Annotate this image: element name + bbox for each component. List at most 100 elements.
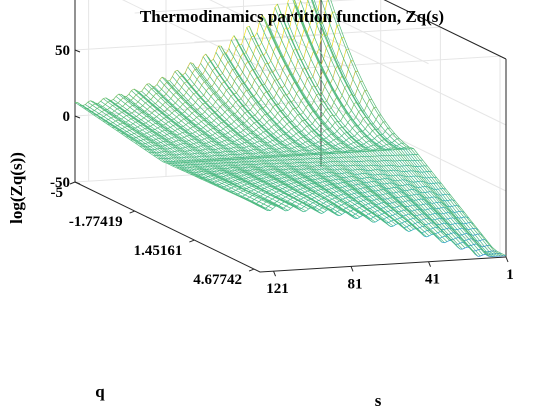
surface-mesh-line xyxy=(172,76,358,219)
surface-mesh-line xyxy=(190,62,376,223)
surface-mesh-segment xyxy=(243,146,247,149)
surface-mesh-segment xyxy=(199,103,203,108)
surface-mesh-segment xyxy=(302,191,306,194)
surface-mesh-segment xyxy=(451,232,454,234)
surface-mesh-segment xyxy=(257,133,261,136)
surface-mesh-segment xyxy=(116,113,120,117)
surface-mesh-segment xyxy=(163,123,166,126)
surface-mesh-segment xyxy=(328,133,332,136)
surface-mesh-segment xyxy=(285,195,289,198)
surface-mesh-segment xyxy=(420,186,423,188)
surface-mesh-segment xyxy=(223,126,227,130)
surface-mesh-segment xyxy=(260,194,264,197)
surface-mesh-line xyxy=(284,15,471,249)
surface-mesh-segment xyxy=(282,196,286,199)
surface-mesh-segment xyxy=(410,175,414,178)
surface-mesh-line xyxy=(126,96,312,208)
s-tick-label: 81 xyxy=(348,276,363,292)
surface-mesh-segment xyxy=(218,83,222,90)
surface-mesh-segment xyxy=(402,184,405,186)
surface-mesh-line xyxy=(294,0,479,257)
surface-mesh-segment xyxy=(268,189,272,192)
surface-mesh-segment xyxy=(246,187,250,189)
surface-mesh-segment xyxy=(340,116,344,122)
surface-mesh-segment xyxy=(89,105,93,108)
surface-mesh-segment xyxy=(332,197,335,200)
surface-mesh-segment xyxy=(196,135,200,138)
z-axis-ticks: -50050100 xyxy=(50,43,81,191)
surface-mesh-segment xyxy=(318,36,322,49)
surface-mesh-segment xyxy=(326,23,331,36)
surface-mesh-segment xyxy=(248,185,252,188)
surface-mesh-segment xyxy=(352,204,355,207)
surface-mesh-segment xyxy=(343,207,347,210)
surface-mesh-segment xyxy=(184,108,188,112)
surface-mesh-segment xyxy=(411,228,414,231)
surface-mesh-segment xyxy=(187,128,191,131)
surface-mesh-segment xyxy=(264,186,268,189)
surface-mesh-segment xyxy=(207,107,210,110)
surface-mesh-line xyxy=(174,71,361,218)
surface-mesh-segment xyxy=(155,137,159,140)
surface-mesh-segment xyxy=(394,138,398,141)
surface-mesh-segment xyxy=(125,120,129,123)
s-tick-label: 41 xyxy=(425,272,440,288)
box-edge-bottom-front xyxy=(74,181,507,273)
surface-mesh-segment xyxy=(279,69,283,78)
surface-mesh-segment xyxy=(359,96,363,104)
surface-mesh-segment xyxy=(276,18,280,30)
surface-mesh-segment xyxy=(231,81,235,87)
surface-mesh-segment xyxy=(259,145,262,148)
surface-mesh-segment xyxy=(287,59,292,67)
surface-mesh-segment xyxy=(160,141,164,143)
surface-mesh-segment xyxy=(194,130,198,133)
surface-mesh-segment xyxy=(300,143,303,145)
surface-mesh-segment xyxy=(373,215,376,218)
surface-mesh-segment xyxy=(243,89,247,95)
surface-mesh-segment xyxy=(352,70,356,80)
surface-mesh-segment xyxy=(254,197,258,200)
surface-mesh-segment xyxy=(374,198,377,201)
surface-mesh-segment xyxy=(346,137,350,141)
surface-mesh-segment xyxy=(324,128,328,132)
z-tick-label: 0 xyxy=(63,109,71,125)
surface-mesh-segment xyxy=(215,98,219,103)
surface-mesh-segment xyxy=(464,246,468,249)
surface-mesh-segment xyxy=(242,64,246,73)
surface-mesh-segment xyxy=(437,217,440,220)
q-tick-mark xyxy=(189,239,195,243)
surface-mesh-segment xyxy=(267,203,272,207)
surface-mesh-segment xyxy=(145,101,148,104)
q-tick-label: 1.45161 xyxy=(134,243,183,259)
surface-mesh-segment xyxy=(204,63,209,71)
surface-mesh-segment xyxy=(351,193,355,195)
surface-mesh-segment xyxy=(369,206,373,209)
surface-mesh-segment xyxy=(209,134,213,137)
surface-mesh-segment xyxy=(131,133,135,135)
surface-mesh-segment xyxy=(249,116,253,119)
surface-mesh-segment xyxy=(250,106,254,111)
surface-mesh-segment xyxy=(284,77,288,86)
surface-mesh-segment xyxy=(172,102,176,106)
surface-mesh-segment xyxy=(287,112,291,117)
surface-mesh-segment xyxy=(387,210,391,212)
surface-mesh-segment xyxy=(177,107,181,110)
surface-mesh-segment xyxy=(333,179,336,181)
surface-mesh-segment xyxy=(245,134,249,137)
surface-mesh-segment xyxy=(270,51,274,61)
surface-mesh-segment xyxy=(338,105,342,110)
surface-mesh-segment xyxy=(237,56,241,65)
surface-mesh-segment xyxy=(196,89,200,93)
surface-mesh-segment xyxy=(203,90,207,96)
surface-mesh-segment xyxy=(265,135,269,139)
surface-mesh-segment xyxy=(337,142,341,145)
surface-mesh-segment xyxy=(425,223,429,226)
surface-mesh-segment xyxy=(268,98,272,101)
surface-mesh-line xyxy=(92,101,279,206)
surface-mesh-segment xyxy=(185,122,189,125)
surface-mesh-segment xyxy=(191,84,195,87)
surface-mesh-line xyxy=(192,63,379,221)
surface-mesh-segment xyxy=(414,193,417,196)
surface-mesh-segment xyxy=(356,207,360,210)
surface-mesh-segment xyxy=(295,139,299,142)
